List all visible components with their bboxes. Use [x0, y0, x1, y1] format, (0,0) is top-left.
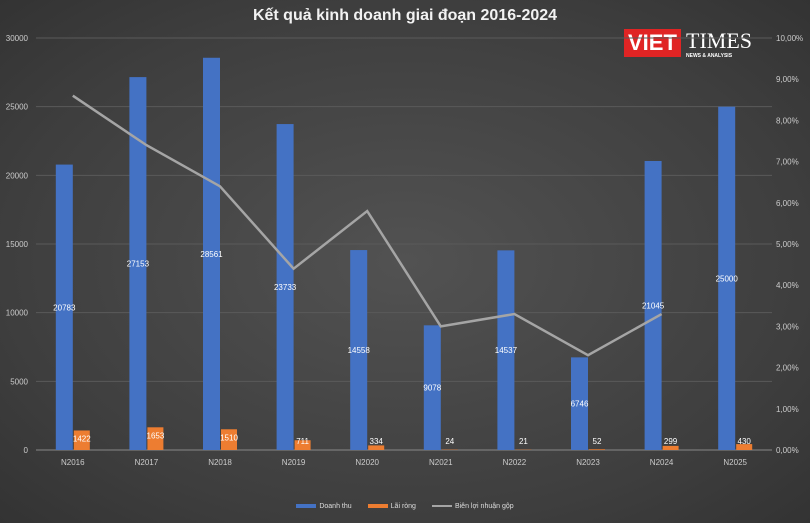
- x-tick-label: N2019: [282, 458, 306, 467]
- line-bien-loi-nhuan-gop: [72, 94, 663, 357]
- y2-tick-label: 1,00%: [776, 405, 799, 414]
- logo-viet: VIET: [624, 29, 681, 57]
- data-label-doanh-thu: 25000: [716, 274, 739, 283]
- y2-tick-label: 2,00%: [776, 364, 799, 373]
- chart-title: Kết quả kinh doanh giai đoạn 2016-2024: [252, 7, 558, 24]
- y2-tick-label: 9,00%: [776, 75, 799, 84]
- y2-tick-label: 5,00%: [776, 240, 799, 249]
- bar-lai-rong: [368, 445, 385, 450]
- logo-sub: NEWS & ANALYSIS: [686, 53, 733, 59]
- y-tick-label: 5000: [10, 377, 28, 386]
- bar-lai-rong: [294, 440, 311, 450]
- data-label-doanh-thu: 21045: [642, 301, 665, 310]
- data-label-doanh-thu: 28561: [200, 250, 223, 259]
- data-label-doanh-thu: 14558: [348, 346, 371, 355]
- y2-tick-label: 3,00%: [776, 322, 799, 331]
- y2-tick-label: 6,00%: [776, 199, 799, 208]
- bar-doanh-thu: [55, 164, 73, 450]
- x-tick-label: N2022: [503, 458, 527, 467]
- data-label-lai-rong: 1653: [147, 431, 165, 440]
- legend-item: Biên lợi nhuận gộp: [431, 503, 514, 510]
- bar-doanh-thu: [423, 325, 441, 450]
- legend-swatch: [296, 504, 317, 509]
- bar-lai-rong: [73, 430, 90, 450]
- data-label-doanh-thu: 20783: [53, 303, 76, 312]
- y2-tick-label: 8,00%: [776, 116, 799, 125]
- y2-tick-label: 7,00%: [776, 158, 799, 167]
- x-tick-label: N2023: [576, 458, 600, 467]
- x-tick-label: N2024: [650, 458, 674, 467]
- bar-doanh-thu: [644, 160, 662, 450]
- viettimes-logo: VIET TIMES NEWS & ANALYSIS: [624, 25, 754, 61]
- legend-label: Doanh thu: [319, 503, 352, 510]
- bar-doanh-thu: [129, 77, 147, 450]
- bar-lai-rong: [147, 427, 164, 450]
- data-label-lai-rong: 299: [664, 437, 678, 446]
- y-tick-label: 30000: [6, 34, 29, 43]
- bar-doanh-thu: [497, 250, 515, 450]
- legend-label: Biên lợi nhuận gộp: [454, 503, 514, 510]
- bar-doanh-thu: [276, 124, 294, 450]
- y-tick-label: 0: [24, 446, 29, 455]
- bar-lai-rong: [589, 449, 605, 450]
- legend: Doanh thu Lãi ròng Biên lợi nhuận gộp: [0, 503, 810, 510]
- x-tick-label: N2020: [355, 458, 379, 467]
- data-label-lai-rong: 1422: [73, 434, 91, 443]
- logo-times: TIMES: [686, 28, 752, 53]
- legend-label: Lãi ròng: [390, 503, 416, 510]
- y-tick-label: 25000: [6, 103, 29, 112]
- data-label-lai-rong: 1510: [220, 433, 238, 442]
- legend-item: Doanh thu: [296, 503, 352, 510]
- bar-lai-rong: [736, 444, 753, 450]
- bar-doanh-thu: [350, 250, 368, 450]
- legend-swatch: [367, 504, 388, 509]
- y2-tick-label: 0,00%: [776, 446, 799, 455]
- data-label-doanh-thu: 23733: [274, 283, 297, 292]
- data-label-lai-rong: 430: [738, 437, 752, 446]
- y-tick-label: 10000: [6, 309, 29, 318]
- data-label-doanh-thu: 6746: [571, 400, 589, 409]
- x-tick-label: N2017: [135, 458, 159, 467]
- data-label-doanh-thu: 27153: [127, 260, 150, 269]
- bar-doanh-thu: [203, 57, 220, 450]
- bar-doanh-thu: [718, 106, 736, 451]
- legend-item: Lãi ròng: [367, 503, 416, 510]
- data-label-lai-rong: 334: [370, 437, 384, 446]
- data-label-doanh-thu: 9078: [423, 384, 441, 393]
- bar-lai-rong: [221, 429, 237, 450]
- data-label-lai-rong: 21: [519, 437, 528, 446]
- data-label-lai-rong: 24: [445, 437, 454, 446]
- x-tick-label: N2021: [429, 458, 453, 467]
- y2-tick-label: 4,00%: [776, 281, 799, 290]
- x-tick-label: N2018: [208, 458, 232, 467]
- x-tick-label: N2025: [723, 458, 747, 467]
- data-label-lai-rong: 52: [593, 437, 602, 446]
- y2-tick-label: 10,00%: [776, 34, 803, 43]
- legend-swatch: [431, 505, 452, 508]
- y-tick-label: 20000: [6, 171, 29, 180]
- data-label-lai-rong: 711: [296, 437, 309, 446]
- bar-lai-rong: [662, 445, 679, 450]
- y-tick-label: 15000: [6, 240, 29, 249]
- bar-doanh-thu: [571, 357, 588, 450]
- x-tick-label: N2016: [61, 458, 85, 467]
- data-label-doanh-thu: 14537: [495, 346, 518, 355]
